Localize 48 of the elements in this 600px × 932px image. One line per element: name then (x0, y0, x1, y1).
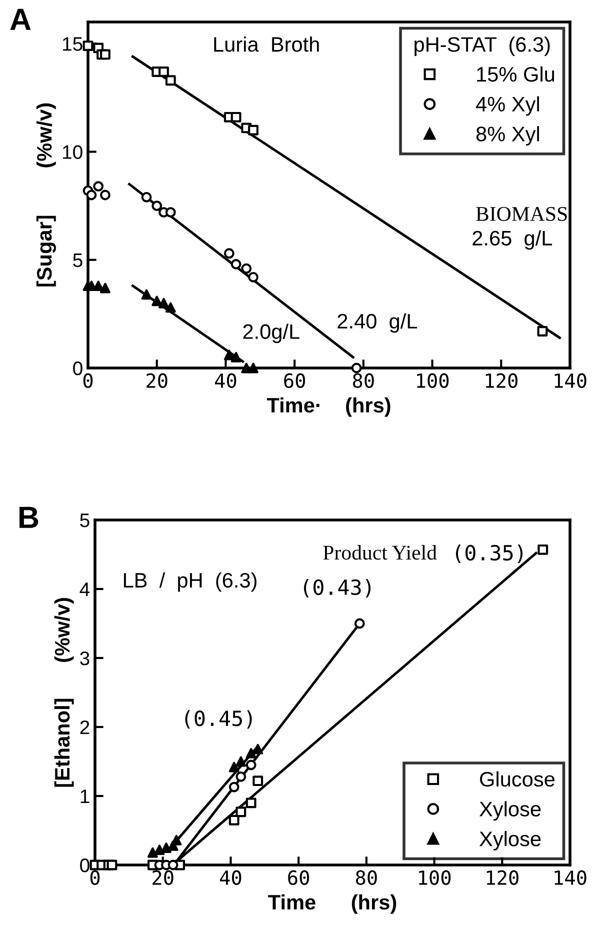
y-axis-title: [Sugar] (%w/v) (36, 103, 56, 286)
legend-title: pH-STAT (6.3) (414, 36, 550, 56)
annotation: 2.40 g/L (338, 313, 418, 333)
annotation: BIOMASS (476, 206, 567, 221)
y-tick-label: 2 (80, 720, 90, 734)
y-tick-label: 4 (80, 582, 90, 596)
y-tick-label: 0 (80, 858, 90, 872)
y-axis-title: [Ethanol] (%w/v) (54, 598, 74, 787)
x-tick-label: 100 (417, 373, 449, 388)
legend-label: Xylose (479, 830, 541, 850)
y-tick-label: 0 (73, 361, 82, 376)
legend-label: Glucose (480, 771, 554, 787)
annotation: (0.43) (304, 578, 371, 598)
x-tick-label: 80 (352, 373, 374, 388)
annotation: Luria Broth (214, 36, 319, 52)
chart-title: A (10, 8, 31, 30)
x-tick-label: 20 (146, 373, 168, 388)
x-tick-label: 140 (554, 373, 586, 388)
x-tick-label: 40 (220, 870, 242, 886)
x-tick-label: 120 (486, 870, 518, 886)
x-tick-label: 40 (214, 373, 236, 388)
x-axis-title: Time· (hrs) (266, 397, 390, 417)
annotation: 2.0g/L (243, 324, 300, 344)
annotation: (0.45) (185, 710, 252, 729)
legend-label: Xylose (479, 801, 541, 821)
annotation: Product Yield (323, 545, 437, 560)
x-tick-label: 100 (419, 870, 451, 886)
y-tick-label: 3 (80, 651, 90, 666)
x-tick-label: 80 (356, 870, 377, 886)
y-tick-label: 10 (62, 145, 82, 159)
x-tick-label: 120 (486, 373, 518, 388)
legend-label: 4% Xyl (476, 96, 539, 116)
annotation: (0.35) (456, 544, 523, 564)
y-tick-label: 1 (80, 790, 90, 804)
annotation: LB / pH (6.3) (124, 572, 256, 592)
chart-title: B (20, 506, 38, 528)
legend-label: 8% Xyl (476, 126, 539, 146)
legend-label: 15% Glu (477, 66, 554, 82)
x-axis-title: Time (hrs) (268, 894, 396, 914)
y-tick-label: 5 (80, 514, 90, 528)
x-tick-label: 0 (90, 870, 100, 886)
x-tick-label: 140 (554, 870, 586, 886)
x-tick-label: 20 (152, 870, 174, 886)
x-tick-label: 60 (284, 373, 306, 388)
annotation: 2.65 g/L (472, 230, 552, 250)
x-tick-label: 60 (288, 870, 310, 886)
y-tick-label: 15 (62, 37, 82, 51)
y-tick-label: 5 (73, 254, 82, 268)
